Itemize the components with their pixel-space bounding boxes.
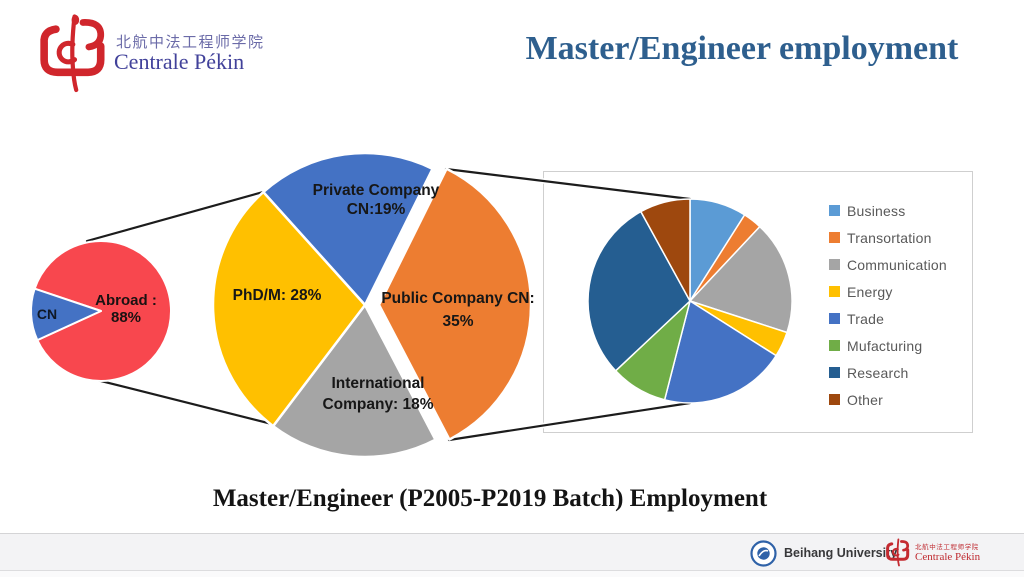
legend-label: Research — [847, 364, 909, 381]
legend-swatch-icon — [829, 205, 840, 216]
legend-label: Business — [847, 202, 906, 219]
centrale-pekin-footer-logo: 北航中法工程师学院 Centrale Pékin — [884, 537, 980, 567]
legend-item-energy: Energy — [829, 278, 969, 305]
legend-item-transortation: Transortation — [829, 224, 969, 251]
callout-line-bottom-right — [447, 401, 692, 442]
legend-swatch-icon — [829, 286, 840, 297]
abroad-pie-label-cn: CN — [36, 306, 58, 322]
page-title: Master/Engineer employment — [525, 30, 959, 67]
beihang-label: Beihang University — [784, 546, 898, 560]
legend-label: Communication — [847, 256, 947, 273]
legend-swatch-icon — [829, 313, 840, 324]
abroad-pie-label-abroad: Abroad : 88% — [95, 292, 157, 326]
centrale-pekin-footer-icon — [886, 538, 910, 567]
beihang-footer-logo: Beihang University — [750, 539, 897, 567]
connector-lines — [84, 166, 693, 443]
employment-pie — [211, 151, 533, 459]
footer-bottom-strip — [0, 570, 1024, 577]
abroad-vs-cn-slice-abroad — [33, 240, 172, 382]
employment-pie-label-public: Public Company CN: 35% — [381, 290, 535, 330]
employment-pie-label-private: Private Company CN:19% — [312, 182, 440, 218]
legend-item-mufacturing: Mufacturing — [829, 332, 969, 359]
legend-label: Other — [847, 391, 884, 408]
legend-item-research: Research — [829, 359, 969, 386]
callout-line-top-left — [85, 190, 265, 243]
employment-sectors-slice-communication — [689, 225, 793, 334]
legend-item-other: Other — [829, 386, 969, 413]
footer-cp-latin: Centrale Pékin — [915, 551, 981, 563]
employment-distribution-slice-international-company — [271, 303, 437, 459]
legend-swatch-icon — [829, 232, 840, 243]
legend-swatch-icon — [829, 367, 840, 378]
legend-label: Mufacturing — [847, 337, 923, 354]
legend-swatch-icon — [829, 394, 840, 405]
legend-item-business: Business — [829, 197, 969, 224]
employment-sectors-slice-other — [640, 198, 691, 302]
logo-chinese-name: 北航中法工程师学院 — [116, 34, 265, 51]
legend-item-communication: Communication — [829, 251, 969, 278]
employment-sectors-slice-trade — [663, 300, 777, 404]
employment-pie-label-international: International Company: 18% — [322, 375, 434, 413]
legend-swatch-icon — [829, 259, 840, 270]
employment-distribution-slice-private-company-cn — [262, 151, 434, 307]
legend-swatch-icon — [829, 340, 840, 351]
callout-line-top-right — [444, 167, 692, 201]
abroad-vs-cn-slice-cn — [30, 287, 102, 342]
slide-caption: Master/Engineer (P2005-P2019 Batch) Empl… — [212, 485, 768, 512]
legend-label: Energy — [847, 283, 893, 300]
sector-pie — [587, 198, 793, 404]
legend-item-trade: Trade — [829, 305, 969, 332]
employment-distribution-slice-public-company-cn — [377, 167, 533, 441]
callout-line-bottom-left — [95, 378, 274, 426]
abroad-pie — [30, 240, 172, 382]
centrale-pekin-logo-icon — [40, 14, 105, 93]
employment-pie-label-phdm: PhD/M: 28% — [232, 287, 322, 304]
logo-needle-head — [71, 14, 80, 25]
logo-latin-name: Centrale Pékin — [114, 49, 245, 74]
footer-bar — [0, 533, 1024, 570]
employment-sectors-slice-research — [587, 210, 691, 372]
legend-label: Trade — [847, 310, 885, 327]
employment-distribution-slice-phd-m — [211, 190, 367, 428]
legend-label: Transortation — [847, 229, 932, 246]
sector-legend: Business Transortation Communication Energy… — [829, 197, 969, 413]
footer-cp-chinese: 北航中法工程师学院 — [915, 544, 979, 551]
beihang-seal-icon — [750, 539, 777, 567]
